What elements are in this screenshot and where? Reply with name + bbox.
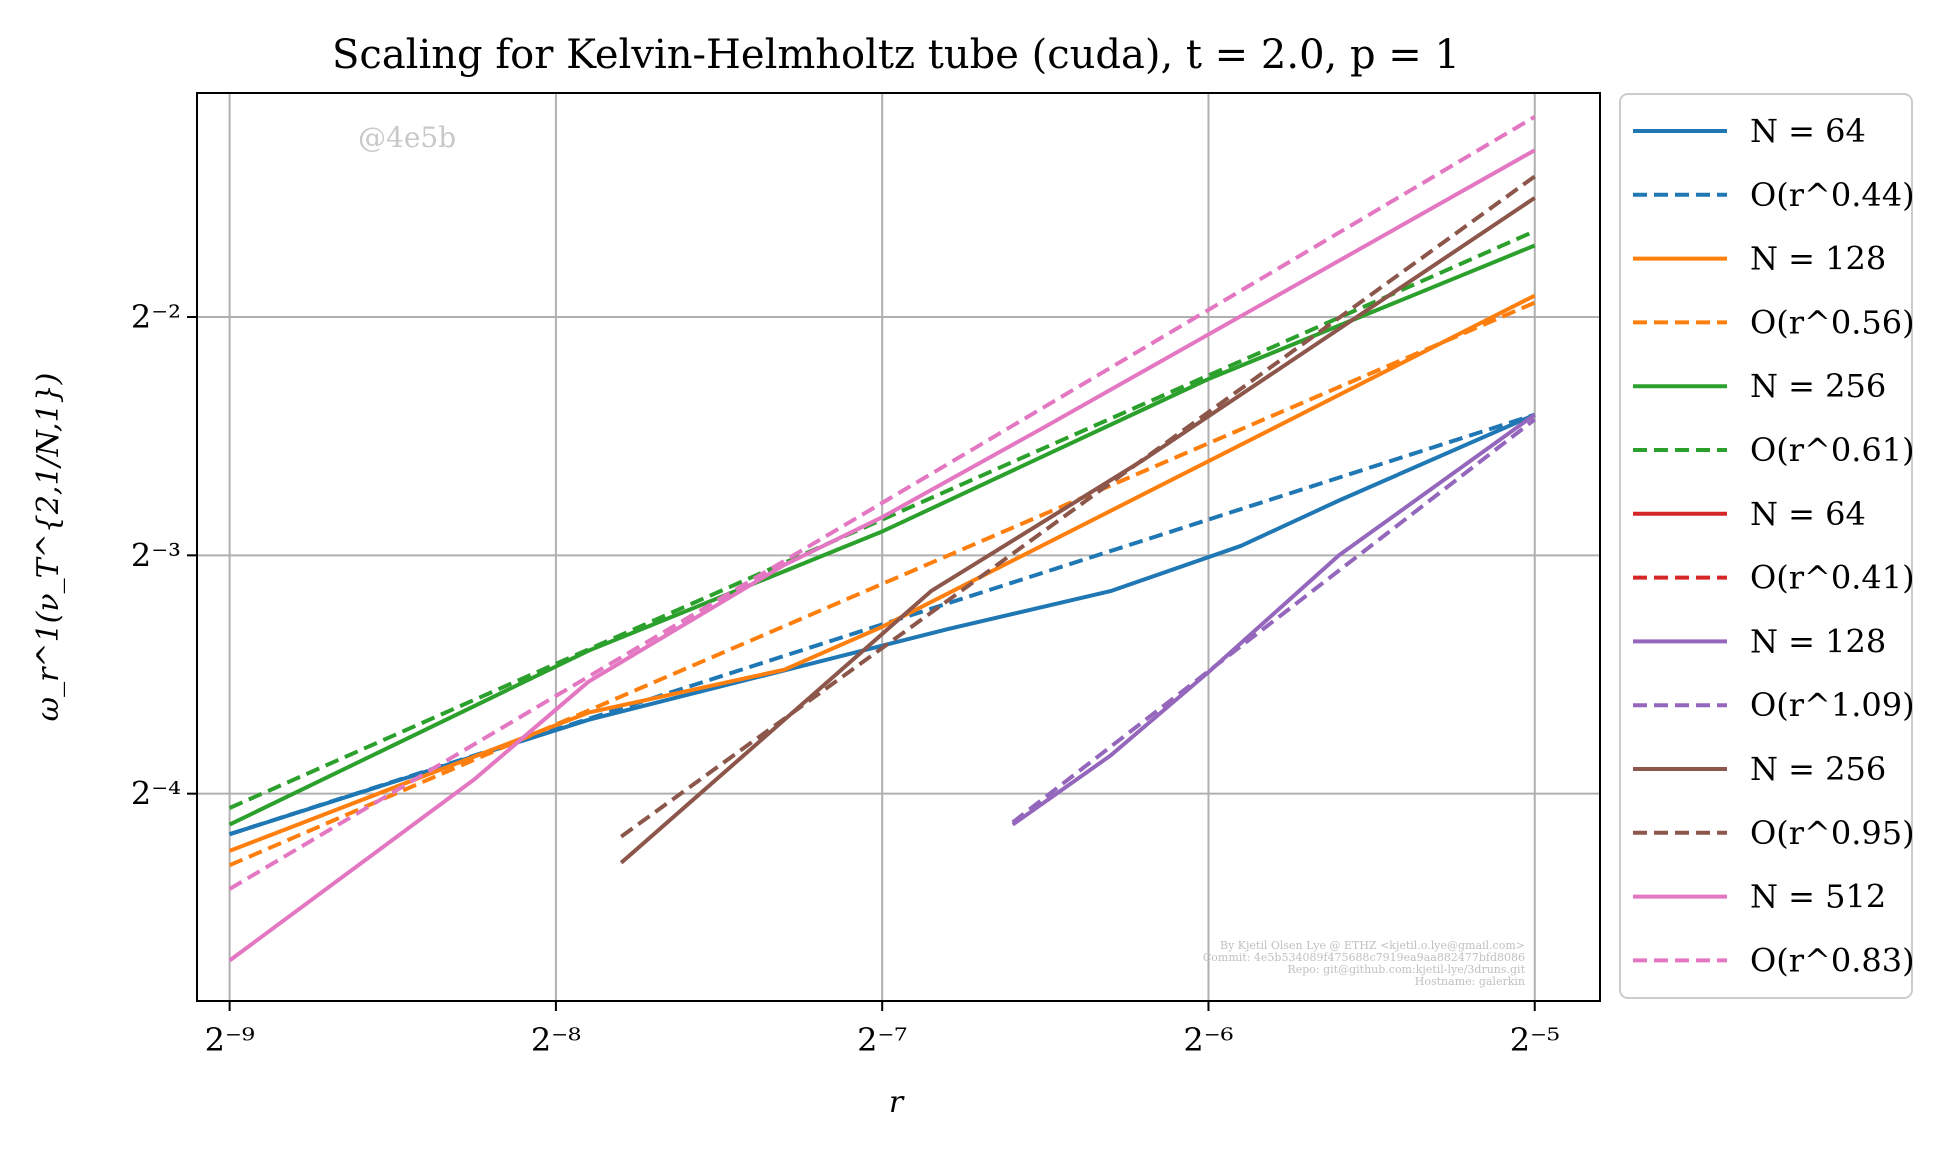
series-line-5	[228, 229, 1536, 810]
chart-title: Scaling for Kelvin-Helmholtz tube (cuda)…	[332, 32, 1460, 78]
credits: By Kjetil Olsen Lye @ ETHZ <kjetil.o.lye…	[1203, 939, 1526, 988]
legend-label-2: N = 128	[1750, 240, 1886, 278]
credit-line-3: Hostname: galerkin	[1415, 975, 1525, 988]
series-line-13	[228, 115, 1536, 891]
series-line-12	[228, 148, 1536, 963]
watermark: @4e5b	[358, 121, 456, 154]
series-line-0	[228, 412, 1536, 837]
x-tick-label-1: 2⁻⁸	[531, 1021, 581, 1059]
legend-label-13: O(r^0.83)	[1750, 941, 1915, 979]
legend-label-1: O(r^0.44)	[1750, 176, 1915, 214]
ticks: 2⁻⁹ 2⁻⁸ 2⁻⁷ 2⁻⁶ 2⁻⁵ 2⁻² 2⁻³ 2⁻⁴	[131, 298, 1560, 1059]
y-tick-label-1: 2⁻³	[131, 536, 181, 574]
legend-label-7: O(r^0.41)	[1750, 559, 1915, 597]
series-line-4	[228, 243, 1536, 827]
series-layer	[228, 115, 1536, 963]
legend-label-12: N = 512	[1750, 878, 1886, 916]
legend-label-4: N = 256	[1750, 367, 1886, 405]
legend-label-8: N = 128	[1750, 622, 1886, 660]
plot-frame	[196, 92, 1601, 1002]
legend-label-3: O(r^0.56)	[1750, 303, 1915, 341]
x-tick-label-2: 2⁻⁷	[857, 1021, 907, 1059]
y-tick-label-0: 2⁻²	[131, 298, 181, 336]
series-line-8	[1011, 413, 1536, 827]
series-line-9	[1011, 417, 1536, 824]
legend-label-9: O(r^1.09)	[1750, 686, 1915, 724]
x-axis-label: r	[889, 1085, 905, 1120]
legend-box	[1619, 93, 1913, 999]
series-line-2	[228, 293, 1536, 853]
legend-label-5: O(r^0.61)	[1750, 431, 1915, 469]
series-line-11	[620, 174, 1536, 839]
series-line-3	[228, 300, 1536, 868]
series-line-1	[228, 412, 1536, 837]
credit-line-1: Commit: 4e5b534089f475688c7919ea9aa88247…	[1203, 951, 1525, 964]
legend-label-11: O(r^0.95)	[1750, 814, 1915, 852]
x-tick-label-3: 2⁻⁶	[1183, 1021, 1233, 1059]
x-tick-label-0: 2⁻⁹	[205, 1021, 255, 1059]
grid	[197, 93, 1600, 1001]
series-line-10	[619, 196, 1536, 865]
x-tick-label-4: 2⁻⁵	[1510, 1021, 1560, 1059]
y-axis-label: ω_r^1(ν_T^{2,1/N,1})	[31, 373, 66, 722]
credit-line-0: By Kjetil Olsen Lye @ ETHZ <kjetil.o.lye…	[1220, 939, 1525, 952]
legend-label-10: N = 256	[1750, 750, 1886, 788]
legend-label-6: N = 64	[1750, 495, 1866, 533]
legend-label-0: N = 64	[1750, 112, 1866, 150]
credit-line-2: Repo: git@github.com:kjetil-lye/3druns.g…	[1287, 963, 1525, 976]
legend: N = 64 O(r^0.44) N = 128 O(r^0.56) N = 256 O(…	[1619, 93, 1915, 999]
y-tick-label-2: 2⁻⁴	[131, 775, 181, 813]
